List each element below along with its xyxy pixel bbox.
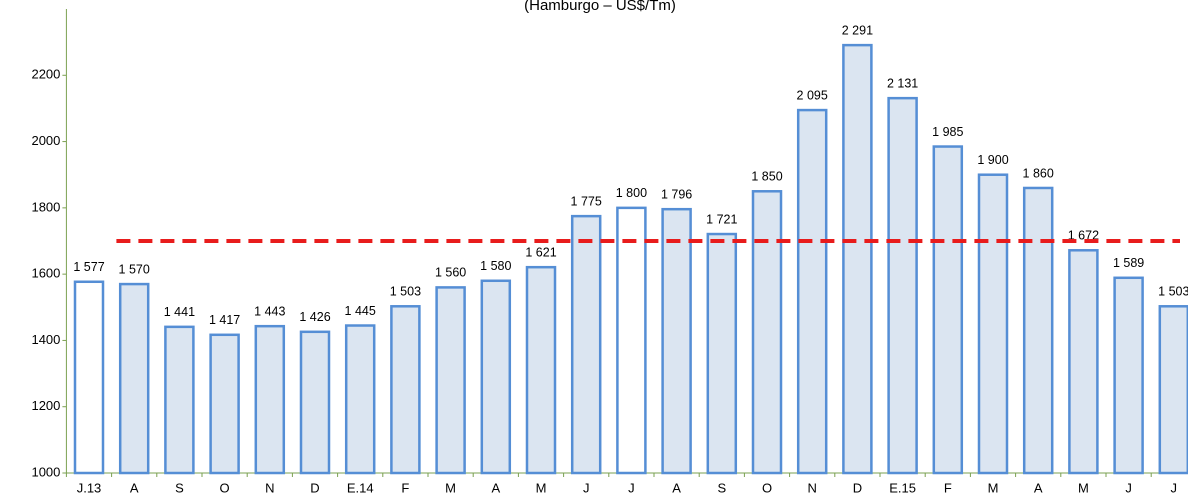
value-label: 1 775 (571, 194, 602, 208)
value-label: 1 800 (616, 186, 647, 200)
value-label: 2 291 (842, 23, 873, 37)
bar (1068, 249, 1099, 475)
value-label: 1 426 (299, 310, 330, 324)
value-label: 1 417 (209, 313, 240, 327)
x-tick-label: E.15 (889, 480, 916, 495)
x-tick-label: A (672, 480, 681, 495)
chart-title: (Hamburgo – US$/Tm) (524, 0, 676, 14)
x-tick-label: F (401, 480, 409, 495)
bar (570, 214, 602, 475)
x-tick-label: D (853, 480, 862, 495)
bar (887, 96, 918, 475)
bar (661, 207, 692, 475)
x-tick-label: S (717, 480, 726, 495)
value-label: 1 580 (480, 259, 511, 273)
value-label: 1 985 (932, 125, 963, 139)
x-tick-label: N (808, 480, 817, 495)
value-label: 2 131 (887, 76, 918, 90)
bar (480, 279, 512, 475)
x-tick-label: A (1034, 480, 1043, 495)
x-tick-label: J (583, 480, 590, 495)
bar (796, 108, 828, 475)
x-tick-label: J.13 (77, 480, 102, 495)
x-tick-label: F (944, 480, 952, 495)
y-tick-label: 1200 (31, 398, 60, 413)
bar (1113, 276, 1144, 475)
value-label: 1 503 (1158, 285, 1188, 299)
bar (209, 333, 240, 475)
value-label: 1 570 (119, 262, 150, 276)
bar (118, 282, 150, 475)
x-tick-label: D (310, 480, 319, 495)
y-tick-label: 2200 (31, 67, 60, 82)
x-tick-label: E.14 (347, 480, 374, 495)
bar (751, 190, 783, 475)
x-tick-label: M (536, 480, 547, 495)
x-tick-label: M (1078, 480, 1089, 495)
x-tick-label: S (175, 480, 184, 495)
bar (344, 324, 376, 475)
x-tick-label: A (491, 480, 500, 495)
bar (390, 305, 421, 475)
value-label: 1 850 (751, 170, 782, 184)
value-label: 1 860 (1023, 166, 1054, 180)
x-tick-label: M (445, 480, 456, 495)
x-tick-label: J (1125, 480, 1132, 495)
y-tick-label: 1800 (31, 199, 60, 214)
x-tick-label: A (130, 480, 139, 495)
bar (254, 324, 286, 475)
bar (525, 265, 557, 475)
x-tick-label: N (265, 480, 274, 495)
value-label: 1 443 (254, 304, 285, 318)
value-label: 1 445 (345, 304, 376, 318)
x-tick-label: M (988, 480, 999, 495)
bar (435, 286, 466, 475)
y-tick-label: 2000 (31, 133, 60, 148)
bar (73, 280, 105, 475)
bar (164, 325, 195, 475)
value-label: 1 621 (525, 245, 556, 259)
x-tick-label: O (220, 480, 230, 495)
value-label: 2 095 (797, 88, 828, 102)
value-label: 1 900 (977, 153, 1008, 167)
value-label: 1 589 (1113, 256, 1144, 270)
x-tick-label: J (1171, 480, 1178, 495)
bar (1022, 186, 1054, 475)
bar (977, 173, 1009, 475)
y-tick-label: 1600 (31, 266, 60, 281)
value-label: 1 441 (164, 305, 195, 319)
value-label: 1 577 (73, 260, 104, 274)
bar (1158, 305, 1188, 475)
bar (932, 145, 964, 475)
x-tick-label: J (628, 480, 635, 495)
bar (616, 206, 647, 475)
value-label: 1 796 (661, 187, 692, 201)
value-label: 1 560 (435, 266, 466, 280)
bar (299, 330, 331, 475)
y-tick-label: 1000 (31, 464, 60, 479)
y-tick-label: 1400 (31, 332, 60, 347)
value-label: 1 503 (390, 285, 421, 299)
x-tick-label: O (762, 480, 772, 495)
value-label: 1 721 (706, 212, 737, 226)
bar (842, 43, 873, 475)
bar (706, 232, 738, 475)
